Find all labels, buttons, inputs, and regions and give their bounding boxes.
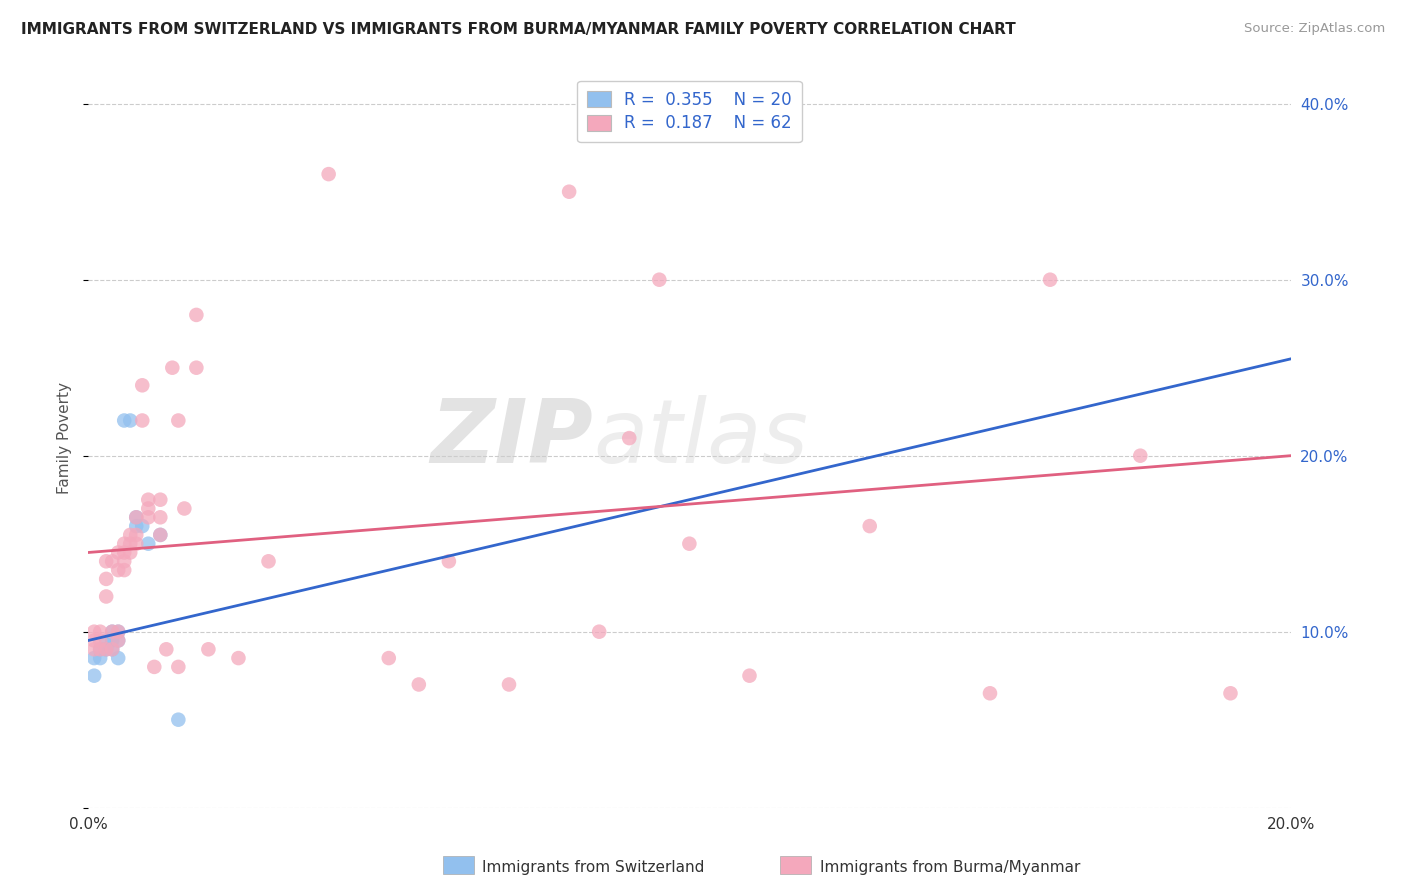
Point [648, 273, 671, 287]
Point [83, 668, 105, 682]
Point [120, 537, 142, 551]
Text: ZIP: ZIP [430, 394, 593, 482]
Point [89, 642, 111, 657]
Point [125, 510, 148, 524]
Point [96, 572, 118, 586]
Point [120, 545, 142, 559]
Point [136, 537, 159, 551]
Point [107, 545, 129, 559]
Point [96, 642, 118, 657]
Point [112, 554, 135, 568]
Point [186, 360, 208, 375]
Y-axis label: Family Poverty: Family Poverty [58, 382, 72, 494]
Point [136, 492, 159, 507]
Point [83, 651, 105, 665]
Text: atlas: atlas [593, 395, 808, 481]
Point [318, 167, 340, 181]
Legend: R =  0.355    N = 20, R =  0.187    N = 62: R = 0.355 N = 20, R = 0.187 N = 62 [578, 80, 801, 143]
Point [101, 642, 124, 657]
Point [162, 360, 184, 375]
Point [107, 563, 129, 577]
Point [89, 633, 111, 648]
Point [107, 624, 129, 639]
Point [678, 537, 700, 551]
Point [96, 633, 118, 648]
Point [378, 651, 401, 665]
Point [149, 528, 172, 542]
Point [89, 624, 111, 639]
Point [859, 519, 882, 533]
Point [96, 590, 118, 604]
Point [1039, 273, 1062, 287]
Point [101, 554, 124, 568]
Point [979, 686, 1001, 700]
Point [89, 642, 111, 657]
Point [101, 642, 124, 657]
Point [101, 624, 124, 639]
Point [112, 563, 135, 577]
Point [143, 660, 166, 674]
Point [83, 633, 105, 648]
Point [120, 528, 142, 542]
Point [498, 677, 520, 691]
Point [89, 651, 111, 665]
Point [112, 413, 135, 427]
Point [125, 519, 148, 533]
Point [558, 185, 581, 199]
Point [437, 554, 460, 568]
Text: IMMIGRANTS FROM SWITZERLAND VS IMMIGRANTS FROM BURMA/MYANMAR FAMILY POVERTY CORR: IMMIGRANTS FROM SWITZERLAND VS IMMIGRANT… [21, 22, 1017, 37]
Point [149, 492, 172, 507]
Point [167, 713, 190, 727]
Point [125, 528, 148, 542]
Point [173, 501, 195, 516]
Point [228, 651, 250, 665]
Point [186, 308, 208, 322]
Point [136, 501, 159, 516]
Point [1129, 449, 1152, 463]
Point [96, 554, 118, 568]
Point [131, 519, 153, 533]
Point [155, 642, 177, 657]
Point [167, 413, 190, 427]
Point [408, 677, 430, 691]
Point [83, 624, 105, 639]
Point [197, 642, 219, 657]
Point [167, 660, 190, 674]
Point [101, 624, 124, 639]
Point [125, 537, 148, 551]
Point [257, 554, 280, 568]
Point [131, 413, 153, 427]
Text: Source: ZipAtlas.com: Source: ZipAtlas.com [1244, 22, 1385, 36]
Point [738, 668, 761, 682]
Text: Immigrants from Burma/Myanmar: Immigrants from Burma/Myanmar [820, 860, 1080, 874]
Point [588, 624, 610, 639]
Point [112, 545, 135, 559]
Point [120, 413, 142, 427]
Point [107, 633, 129, 648]
Point [107, 633, 129, 648]
Point [112, 537, 135, 551]
Point [1219, 686, 1241, 700]
Point [149, 528, 172, 542]
Point [107, 624, 129, 639]
Point [125, 510, 148, 524]
Point [96, 642, 118, 657]
Point [131, 378, 153, 392]
Point [619, 431, 641, 445]
Point [101, 633, 124, 648]
Point [149, 510, 172, 524]
Text: Immigrants from Switzerland: Immigrants from Switzerland [482, 860, 704, 874]
Point [83, 642, 105, 657]
Point [136, 510, 159, 524]
Point [107, 651, 129, 665]
